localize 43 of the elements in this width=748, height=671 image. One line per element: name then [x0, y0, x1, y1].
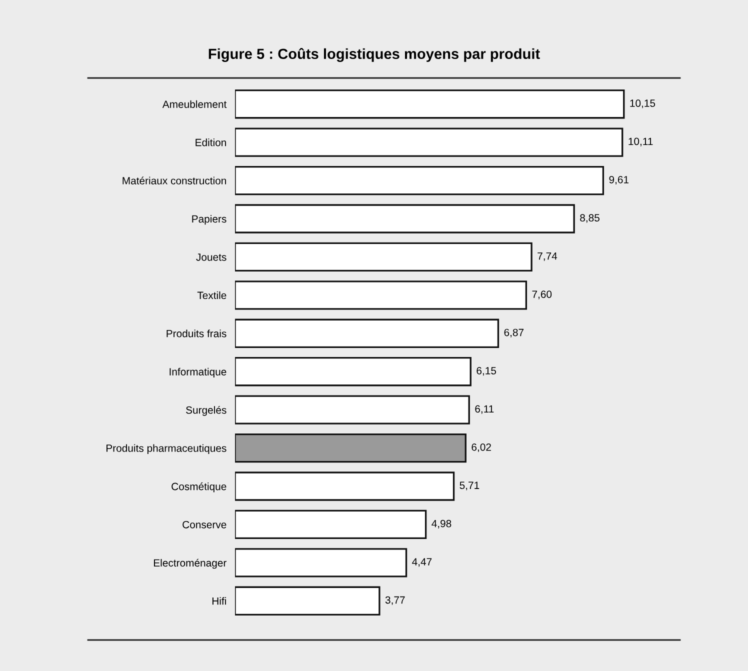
data-label: 4,98	[432, 520, 452, 528]
data-label: 6,02	[472, 443, 491, 452]
data-label: 6,87	[504, 328, 524, 338]
data-label: 7,74	[538, 252, 558, 261]
data-label: 6,11	[475, 405, 494, 414]
bar	[235, 318, 500, 348]
bar	[235, 242, 532, 272]
data-label: 10,11	[628, 138, 653, 146]
y-tick-label: Jouets	[196, 254, 226, 261]
bar	[235, 433, 466, 463]
y-tick-label: Textile	[197, 291, 226, 300]
y-tick-label: Electroménager	[154, 558, 226, 569]
y-tick-label: Matériaux construction	[122, 176, 226, 184]
data-label: 4,47	[412, 558, 432, 567]
bar	[235, 548, 408, 578]
bar	[235, 280, 528, 310]
data-label: 8,85	[580, 214, 600, 223]
bar	[235, 204, 575, 234]
bar	[235, 510, 427, 540]
data-label: 3,77	[385, 596, 405, 605]
y-tick-label: Hifi	[212, 597, 226, 605]
bar	[235, 395, 470, 424]
bar	[235, 586, 380, 616]
y-tick-label: Conserve	[182, 520, 226, 528]
bar	[235, 128, 624, 157]
data-label: 10,15	[630, 100, 656, 108]
data-label: 5,71	[460, 482, 480, 490]
y-tick-label: Edition	[196, 138, 226, 146]
data-label: 9,61	[609, 176, 629, 185]
y-tick-label: Produits frais	[166, 330, 226, 338]
y-tick-label: Papiers	[192, 214, 226, 225]
bar	[235, 90, 625, 119]
data-label: 6,15	[476, 367, 496, 376]
y-tick-label: Ameublement	[162, 100, 227, 108]
y-tick-label: Cosmétique	[172, 482, 226, 492]
bar	[235, 166, 604, 196]
y-tick-label: Informatique	[170, 368, 226, 378]
bar	[235, 472, 455, 501]
bar	[235, 357, 472, 386]
data-label: 7,60	[532, 290, 552, 300]
chart-title: Figure 5 : Coûts logistiques moyens par produit	[208, 48, 540, 62]
y-tick-label: Produits pharmaceutiques	[106, 444, 226, 454]
y-tick-label: Surgelés	[186, 406, 226, 416]
